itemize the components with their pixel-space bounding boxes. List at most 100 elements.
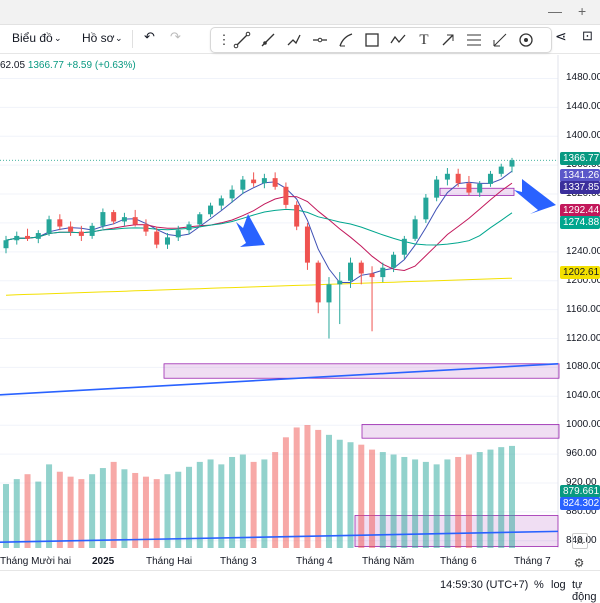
fib-retracement-icon[interactable] [465, 31, 483, 49]
volume-bar [186, 466, 193, 548]
add-tab-icon[interactable]: + [578, 3, 587, 19]
rectangle-icon[interactable] [363, 31, 381, 49]
minimize-icon[interactable]: — [548, 3, 562, 19]
window-titlebar: — + [0, 0, 600, 25]
fullscreen-icon[interactable]: ⊡ [582, 28, 593, 43]
brush-icon[interactable] [337, 31, 355, 49]
annotation-arrow [236, 214, 265, 247]
candles [3, 157, 515, 339]
volume-bar [369, 449, 376, 548]
measure-icon[interactable] [491, 31, 509, 49]
undo-icon[interactable]: ↶ [144, 29, 155, 44]
drag-handle-icon[interactable]: ⋮ [217, 32, 231, 47]
chart-menu-chevron-icon[interactable]: ⌄ [54, 33, 62, 43]
candle-body [455, 173, 461, 184]
candle-body [358, 262, 364, 274]
candle-body [401, 238, 407, 255]
annotation-arrow [514, 179, 556, 214]
volume-bar [99, 468, 106, 548]
candle-body [412, 219, 418, 239]
profile-menu[interactable]: Hồ sơ [82, 31, 115, 45]
candle-body [164, 237, 170, 245]
volume-bar [487, 449, 494, 548]
candle-body [208, 205, 214, 215]
hide-drawings-icon[interactable] [517, 31, 535, 49]
price-tag: 1202.61 [560, 266, 600, 279]
share-icon[interactable]: ⋖ [555, 28, 567, 44]
y-tick-label: 880.00 [566, 505, 597, 517]
y-tick-label: 1080.00 [566, 361, 600, 373]
y-tick-label: 1240.00 [566, 245, 600, 257]
candle-body [68, 226, 74, 232]
candle-body [315, 262, 321, 303]
candle-body [121, 217, 127, 222]
volume-bar [315, 429, 322, 548]
volume-bar [56, 471, 63, 548]
price-tag: 1274.88 [560, 216, 600, 229]
divider [132, 30, 133, 48]
text-tool-icon[interactable]: T [419, 32, 429, 48]
log-scale-toggle[interactable]: log [551, 579, 566, 591]
candle-body [272, 178, 278, 187]
volume-bar [142, 476, 149, 548]
status-bar: 14:59:30 (UTC+7) % log tự động [0, 570, 600, 603]
volume-trendline [0, 530, 559, 544]
percent-scale-toggle[interactable]: % [534, 579, 544, 591]
volume-bar [46, 464, 53, 548]
trendline-icon[interactable] [233, 31, 251, 49]
profile-menu-chevron-icon[interactable]: ⌄ [115, 33, 123, 43]
candle-body [434, 179, 440, 198]
path-icon[interactable] [389, 31, 407, 49]
horizontal-line-icon[interactable] [311, 31, 329, 49]
candle-body [337, 280, 343, 285]
y-tick-label: 1200.00 [566, 274, 600, 286]
candle-body [35, 233, 41, 239]
chart-grid [0, 55, 559, 548]
x-tick-label: Tháng 4 [296, 556, 333, 567]
candle-body [143, 224, 149, 232]
drawing-tools-bar: ⋮ T [210, 27, 552, 53]
x-tick-label: Tháng Mười hai [0, 556, 72, 567]
candle-body [391, 254, 397, 268]
y-tick-label: 1400.00 [566, 130, 600, 142]
volume-bar [422, 461, 429, 548]
candle-body [326, 284, 332, 303]
y-tick-label: 1120.00 [566, 332, 600, 344]
arrow-icon[interactable] [439, 31, 457, 49]
candle-body [100, 212, 106, 226]
candle-body [423, 197, 429, 220]
volume-bar [3, 484, 9, 548]
trendline [0, 362, 559, 396]
support-zone [361, 424, 560, 439]
price-tag: 1337.85 [560, 181, 600, 194]
volume-bar [325, 434, 332, 548]
auto-scale-button[interactable]: A [572, 533, 588, 549]
candle-body [89, 225, 95, 236]
volume-bar [132, 472, 139, 548]
candle-body [444, 173, 450, 180]
candle-body [154, 231, 160, 245]
volume-bar [175, 471, 182, 548]
chart-menu[interactable]: Biểu đồ [12, 31, 53, 45]
auto-scale-toggle[interactable]: tự động [572, 579, 597, 603]
y-tick-label: 960.00 [566, 448, 597, 460]
candle-body [229, 189, 235, 199]
volume-bar [110, 461, 117, 548]
volume-bar [379, 452, 386, 548]
x-tick-label: Tháng Hai [146, 556, 193, 567]
candle-body [509, 160, 515, 167]
price-tag: 1341.26 [560, 169, 600, 182]
clock-time: 14:59:30 (UTC+7) [440, 579, 529, 591]
info-line-icon[interactable] [285, 31, 303, 49]
candle-body [240, 179, 246, 190]
volume-bar [282, 437, 289, 548]
volume-bar [465, 454, 472, 548]
support-zone [439, 187, 515, 196]
settings-icon[interactable]: ⚙ [573, 556, 585, 570]
redo-icon[interactable]: ↷ [170, 29, 181, 44]
support-zones [163, 187, 560, 547]
price-info-header: 62.05 1366.77 +8.59 (+0.63%) [0, 60, 136, 71]
ray-icon[interactable] [259, 31, 277, 49]
ma-slow-line [5, 182, 513, 272]
candle-body [25, 235, 31, 239]
